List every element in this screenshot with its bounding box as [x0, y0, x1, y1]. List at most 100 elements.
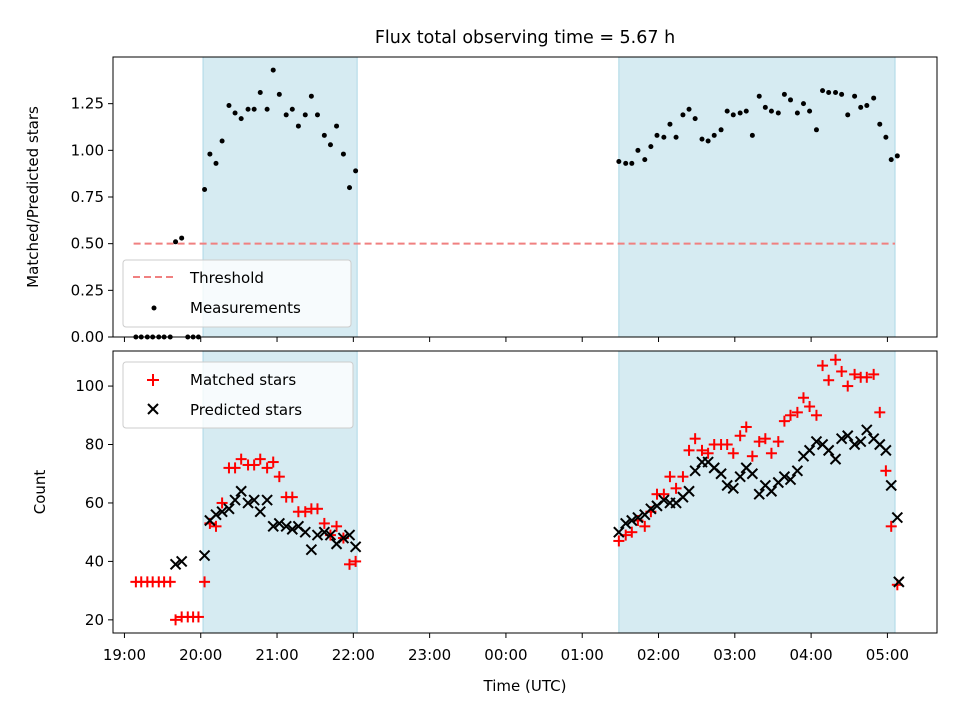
data-point-bottom-s0-47	[677, 471, 689, 483]
top-panel-y-axis: 0.00 0.25 0.50 0.75 1.00 1.25	[71, 95, 113, 346]
x-axis-label: Time (UTC)	[483, 677, 567, 695]
data-point-bottom-s1-49	[753, 488, 765, 500]
threshold-legend-label: Threshold	[189, 269, 264, 287]
data-point-bottom-s0-7	[170, 614, 182, 626]
data-point-bottom-s1-29	[626, 514, 638, 527]
data-point-bottom-s1-71	[891, 511, 904, 524]
bottom-panel-x-axis: 19:00 20:00 21:00 22:00 23:00 00:00 01:00 02:00…	[103, 633, 909, 664]
bottom-y-tick-label-3: 80	[85, 436, 104, 454]
data-point-top-s0-38	[623, 160, 629, 166]
data-point-bottom-s0-45	[664, 471, 676, 483]
data-point-top-s0-15	[219, 138, 225, 144]
data-point-bottom-s1-45	[727, 482, 739, 495]
data-point-bottom-s0-54	[721, 439, 733, 451]
data-point-bottom-s0-69	[817, 360, 829, 372]
data-point-bottom-s1-14	[273, 517, 286, 530]
predicted-stars-legend-label: Predicted stars	[190, 401, 302, 419]
x-tick-label-2: 21:00	[255, 646, 298, 664]
data-point-bottom-s0-12	[199, 576, 211, 588]
bottom-panel-points	[130, 354, 905, 626]
data-point-top-s0-31	[321, 132, 327, 138]
top-panel-y-axis-label: Matched/Predicted stars	[24, 106, 42, 288]
data-point-bottom-s0-78	[874, 406, 886, 418]
data-point-bottom-s1-38	[683, 485, 695, 497]
data-point-top-s0-26	[289, 106, 295, 112]
data-point-top-s0-59	[756, 93, 762, 99]
data-point-top-s0-66	[800, 101, 806, 107]
data-point-bottom-s1-12	[261, 494, 273, 506]
data-point-top-s0-76	[864, 103, 870, 109]
data-point-bottom-s0-60	[759, 433, 771, 445]
data-point-bottom-s0-22	[261, 462, 273, 474]
data-point-bottom-s0-44	[658, 488, 670, 500]
data-point-top-s0-46	[673, 134, 679, 140]
data-point-bottom-s1-66	[861, 424, 873, 436]
data-point-bottom-s0-36	[350, 555, 362, 567]
data-point-bottom-s1-16	[286, 523, 299, 535]
data-point-bottom-s0-21	[254, 453, 266, 465]
data-point-bottom-s1-60	[822, 444, 835, 457]
data-point-bottom-s0-64	[785, 409, 797, 421]
bottom-panel-legend: Matched stars Predicted stars	[122, 361, 354, 429]
data-point-bottom-s1-26	[349, 541, 362, 553]
data-point-bottom-s1-7	[229, 494, 241, 506]
data-point-bottom-s0-67	[804, 401, 816, 413]
data-point-top-s0-80	[888, 157, 894, 163]
data-point-bottom-s1-57	[803, 444, 816, 457]
top-panel-x-ticks	[123, 337, 888, 342]
data-point-bottom-s1-70	[885, 479, 897, 492]
data-point-bottom-s0-35	[344, 558, 356, 570]
data-point-bottom-s1-58	[810, 435, 823, 448]
bottom-legend-box	[122, 361, 354, 429]
data-point-top-s0-32	[327, 142, 333, 148]
data-point-bottom-s1-55	[791, 465, 804, 477]
data-point-bottom-s0-39	[626, 526, 638, 538]
data-point-bottom-s0-11	[192, 611, 204, 623]
top-y-tick-label-3: 0.75	[71, 188, 104, 206]
data-point-top-s0-41	[642, 157, 648, 163]
top-panel: 0.00 0.25 0.50 0.75 1.00 1.25 Matched/Predict…	[24, 56, 938, 346]
data-point-top-s0-81	[894, 153, 900, 159]
data-point-top-s0-45	[667, 121, 673, 127]
top-y-tick-label-5: 1.25	[71, 95, 104, 113]
data-point-top-s0-16	[226, 103, 232, 109]
data-point-top-s0-67	[807, 108, 813, 114]
data-point-top-s0-49	[692, 116, 698, 122]
data-point-top-s0-18	[238, 116, 244, 122]
data-point-bottom-s0-80	[885, 520, 897, 532]
data-point-bottom-s0-61	[765, 447, 777, 459]
data-point-top-s0-64	[788, 97, 794, 103]
data-point-bottom-s1-24	[337, 532, 350, 544]
data-point-bottom-s1-2	[198, 549, 211, 562]
data-point-bottom-s1-30	[632, 511, 644, 524]
data-point-bottom-s1-32	[645, 503, 657, 515]
bottom-series-0	[130, 354, 903, 626]
data-point-bottom-s0-65	[791, 406, 803, 418]
data-point-top-s0-63	[781, 91, 787, 97]
x-tick-label-4: 23:00	[408, 646, 451, 664]
data-point-bottom-s1-61	[829, 453, 842, 465]
data-point-top-s0-24	[276, 91, 282, 97]
bottom-y-tick-label-0: 20	[85, 611, 104, 629]
data-point-bottom-s0-62	[772, 436, 784, 448]
data-point-top-s0-57	[743, 108, 749, 114]
x-tick-label-7: 02:00	[637, 646, 680, 664]
data-point-top-s0-50	[699, 136, 705, 142]
top-shaded-span-1	[618, 56, 896, 338]
data-point-top-s0-71	[833, 89, 839, 95]
data-point-top-s0-68	[813, 127, 819, 133]
data-point-bottom-s0-15	[216, 497, 228, 509]
data-point-bottom-s0-71	[830, 354, 842, 366]
data-point-bottom-s1-48	[746, 468, 759, 480]
data-point-bottom-s1-21	[318, 526, 331, 538]
bottom-y-tick-label-1: 40	[85, 552, 104, 570]
data-point-bottom-s0-50	[696, 444, 708, 456]
data-point-bottom-s1-20	[311, 529, 324, 541]
x-tick-label-5: 00:00	[484, 646, 527, 664]
data-point-bottom-s0-56	[734, 430, 746, 442]
data-point-bottom-s0-66	[797, 392, 809, 404]
data-point-top-s0-27	[295, 123, 301, 129]
data-point-bottom-s1-25	[343, 529, 356, 541]
predicted-legend-swatch	[147, 403, 159, 415]
